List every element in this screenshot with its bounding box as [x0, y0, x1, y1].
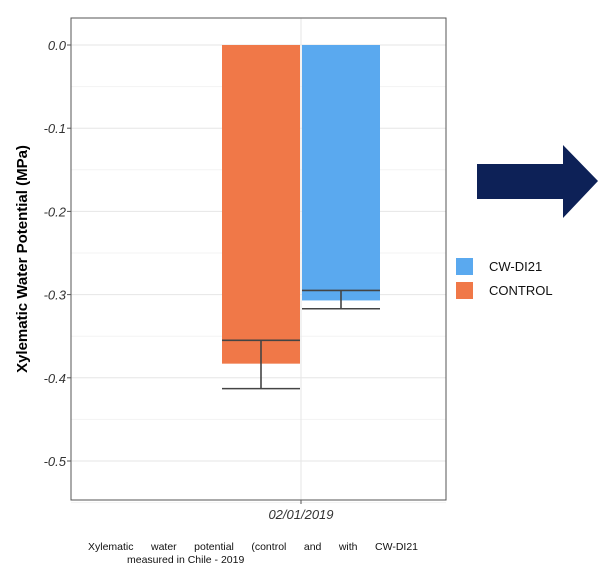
- error-bars: [222, 289, 380, 390]
- legend-label-control: CONTROL: [489, 283, 553, 298]
- legend: CW-DI21 CONTROL: [456, 258, 553, 299]
- figure-caption: Xylematic water potential (control and w…: [88, 541, 418, 567]
- y-tick-label: -0.2: [44, 204, 67, 219]
- y-tick-label: -0.5: [44, 454, 67, 469]
- right-arrow-icon: [477, 145, 598, 218]
- y-tick-label: 0.0: [48, 38, 67, 53]
- caption-line-2: measured in Chile - 2019: [127, 554, 245, 566]
- error-bar-cw-di21: [302, 289, 380, 310]
- error-bar-control: [222, 339, 300, 390]
- legend-swatch-control: [456, 282, 473, 299]
- y-tick-label: -0.1: [44, 121, 66, 136]
- y-tick-label: -0.3: [44, 288, 67, 303]
- x-tick-label: 02/01/2019: [268, 507, 333, 522]
- bars: [222, 45, 380, 364]
- x-axis: 02/01/2019: [268, 500, 334, 522]
- y-axis: 0.0 -0.1 -0.2 -0.3 -0.4 -0.5: [44, 38, 71, 469]
- bar-cw-di21: [302, 45, 380, 301]
- plot-panel-border: [70, 17, 447, 501]
- legend-swatch-cw-di21: [456, 258, 473, 275]
- y-tick-label: -0.4: [44, 371, 66, 386]
- grid: [71, 18, 446, 504]
- bar-control: [222, 45, 300, 364]
- caption-line-1: Xylematic water potential (control and w…: [88, 541, 418, 553]
- y-axis-label: Xylematic Water Potential (MPa): [14, 145, 31, 373]
- legend-label-cw-di21: CW-DI21: [489, 259, 542, 274]
